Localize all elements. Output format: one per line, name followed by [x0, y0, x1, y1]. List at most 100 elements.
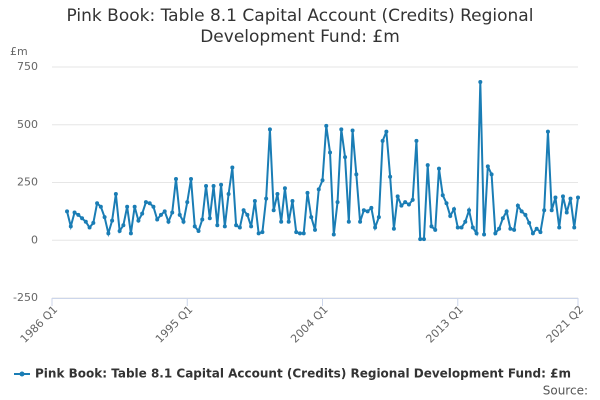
data-point [80, 216, 85, 221]
data-point [166, 219, 171, 224]
series-line [66, 81, 579, 241]
data-point [275, 192, 280, 197]
data-point [331, 232, 336, 237]
data-point [365, 209, 370, 214]
data-point [158, 212, 163, 217]
data-point [207, 216, 212, 221]
data-point [87, 225, 92, 230]
data-point [241, 208, 246, 213]
data-point [286, 219, 291, 224]
data-point [211, 183, 216, 188]
data-point [215, 223, 220, 228]
source-label: Source: [543, 384, 588, 398]
data-point [181, 219, 186, 224]
y-tick-label: -250 [13, 291, 38, 304]
data-point [147, 201, 152, 206]
data-point [482, 232, 487, 237]
data-point [418, 237, 423, 242]
x-tick-label: 2013 Q1 [423, 303, 466, 346]
data-point [440, 193, 445, 198]
data-point [151, 204, 156, 209]
data-point [83, 219, 88, 224]
data-point [545, 129, 550, 134]
data-point [177, 212, 182, 217]
x-tick-label: 1986 Q1 [18, 303, 61, 346]
data-point [421, 237, 426, 242]
data-point [553, 195, 558, 200]
data-point [91, 220, 96, 225]
data-point [170, 210, 175, 215]
data-point [125, 204, 130, 209]
data-point [395, 194, 400, 199]
data-point [508, 226, 513, 231]
data-point [373, 225, 378, 230]
data-point [346, 219, 351, 224]
data-point [294, 230, 299, 235]
y-tick-label: 750 [17, 60, 38, 73]
data-point [271, 208, 276, 213]
data-point [489, 172, 494, 177]
data-point [493, 231, 498, 236]
data-point [414, 138, 419, 143]
data-point [316, 187, 321, 192]
data-point [459, 225, 464, 230]
data-point [222, 224, 227, 229]
data-point [65, 209, 70, 214]
data-point [523, 212, 528, 217]
data-point [380, 138, 385, 143]
data-point [433, 227, 438, 232]
data-point [128, 231, 133, 236]
y-tick-label: 500 [17, 118, 38, 131]
data-point [95, 201, 100, 206]
data-point [527, 220, 532, 225]
data-point [117, 229, 122, 234]
data-point [324, 123, 329, 128]
data-point [320, 178, 325, 183]
data-point [512, 227, 517, 232]
data-point [568, 196, 573, 201]
legend-marker [19, 371, 25, 377]
data-point [185, 200, 190, 205]
data-point [282, 186, 287, 191]
data-point [406, 202, 411, 207]
data-point [369, 205, 374, 210]
data-point [189, 177, 194, 182]
data-point [245, 212, 250, 217]
data-point [376, 215, 381, 220]
data-point [425, 163, 430, 168]
data-point [564, 210, 569, 215]
data-point [309, 215, 314, 220]
data-point [290, 198, 295, 203]
data-point [155, 217, 160, 222]
data-point [192, 224, 197, 229]
x-tick-label: 2021 Q2 [544, 303, 587, 346]
data-point [132, 204, 137, 209]
data-point [305, 190, 310, 195]
data-point [234, 223, 239, 228]
data-point [140, 211, 145, 216]
data-point [500, 216, 505, 221]
data-point [399, 203, 404, 208]
data-point [388, 174, 393, 179]
data-point [572, 225, 577, 230]
data-point [204, 183, 209, 188]
data-point [429, 224, 434, 229]
data-point [162, 209, 167, 214]
data-point [448, 213, 453, 218]
chart-title: Pink Book: Table 8.1 Capital Account (Cr… [66, 6, 534, 47]
data-point [463, 219, 468, 224]
data-point [226, 192, 231, 197]
data-point [237, 225, 242, 230]
data-point [264, 196, 269, 201]
data-point [444, 201, 449, 206]
data-point [339, 127, 344, 132]
data-point [121, 223, 126, 228]
data-point [576, 195, 580, 200]
x-tick-label: 2004 Q1 [288, 303, 331, 346]
data-point [173, 177, 178, 182]
legend-label: Pink Book: Table 8.1 Capital Account (Cr… [35, 367, 571, 381]
data-point [76, 212, 81, 217]
data-point [549, 208, 554, 213]
